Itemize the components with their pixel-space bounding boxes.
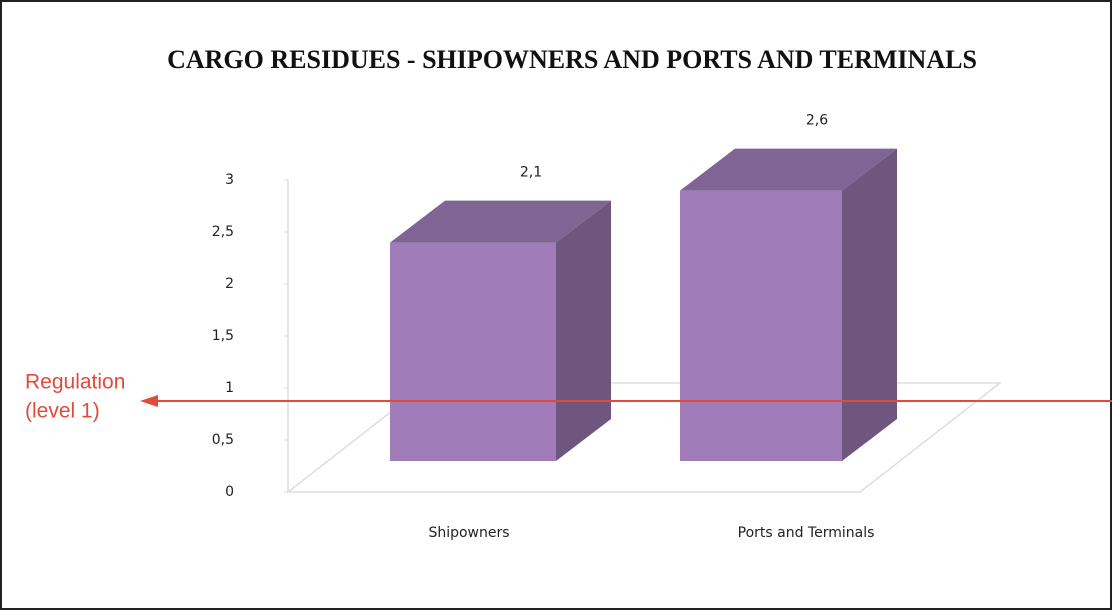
y-tick-label: 1,5 — [212, 328, 234, 344]
bar-top — [680, 148, 897, 191]
value-label: 2,1 — [520, 165, 542, 181]
y-tick-label: 1 — [225, 380, 234, 396]
value-label: 2,6 — [806, 113, 828, 129]
y-tick-label: 2 — [225, 276, 234, 292]
annotation-arrowhead — [140, 395, 158, 407]
floor — [285, 382, 1003, 493]
bar-side — [842, 148, 897, 461]
chart-title: CARGO RESIDUES - SHIPOWNERS AND PORTS AN… — [167, 45, 977, 74]
y-tick-label: 0,5 — [212, 432, 234, 448]
bar — [390, 242, 556, 461]
y-tick-label: 0 — [225, 484, 234, 500]
bar-top — [390, 200, 611, 243]
bar-side — [556, 200, 611, 461]
x-tick-label: Ports and Terminals — [738, 525, 875, 541]
y-tick-label: 2,5 — [212, 224, 234, 240]
annotation-text: Regulation — [25, 371, 125, 394]
y-tick-label: 3 — [225, 172, 234, 188]
bar — [680, 190, 842, 461]
x-tick-label: Shipowners — [428, 525, 509, 541]
annotation-text: (level 1) — [25, 400, 100, 423]
